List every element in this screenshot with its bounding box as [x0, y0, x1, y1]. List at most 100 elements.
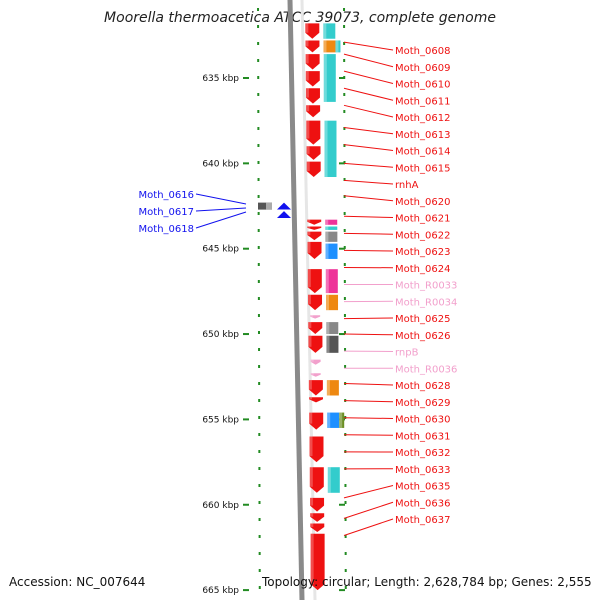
minor-tick-right: [344, 535, 347, 538]
minor-tick-right: [344, 552, 347, 555]
minor-tick-right: [343, 212, 346, 215]
gene-label: Moth_0613: [395, 130, 450, 141]
cds-gene: [308, 294, 323, 311]
domain-cyan: [327, 467, 340, 493]
gene-label: Moth_0621: [395, 214, 450, 225]
gene-label: Moth_R0034: [395, 297, 457, 308]
minor-tick-right: [343, 229, 346, 232]
minor-tick-right: [343, 246, 346, 249]
label-leader: [343, 127, 394, 135]
cds-gene: [308, 380, 323, 396]
gene-highlight: [310, 513, 314, 517]
gene-highlight: [306, 105, 310, 112]
gene-label: rnhA: [395, 180, 419, 191]
minor-tick-right: [343, 263, 346, 266]
cds-gene: [309, 467, 324, 493]
domain-darkgray: [326, 335, 339, 353]
major-tick: [243, 589, 249, 592]
cds-gene: [305, 71, 320, 87]
minor-tick-left: [257, 331, 260, 334]
minor-tick-left: [257, 314, 260, 317]
label-leader: [343, 383, 394, 386]
minor-tick-left: [258, 467, 261, 470]
label-leader: [343, 333, 394, 336]
domain-shade: [326, 335, 330, 353]
major-tick-right: [339, 333, 345, 336]
minor-tick-right: [343, 93, 346, 96]
gene-label: Moth_0612: [395, 113, 450, 124]
minor-tick-right: [343, 25, 346, 28]
domain-shade: [325, 243, 329, 259]
domain-magenta: [325, 219, 338, 225]
domain-gray: [325, 231, 338, 242]
cds-gene: [308, 335, 323, 353]
minor-tick-left: [257, 229, 260, 232]
gene-label: Moth_0624: [395, 264, 450, 275]
gene-highlight: [307, 269, 311, 288]
major-tick-right: [339, 162, 345, 165]
scale-label: 640 kbp: [202, 159, 239, 169]
domain-cyan: [323, 23, 336, 39]
minor-tick-left: [258, 382, 261, 385]
reverse-domain-box: [258, 202, 272, 210]
cds-gene: [307, 219, 322, 225]
gene-highlight: [310, 533, 314, 585]
gene-label: Moth_0614: [395, 147, 450, 158]
label-leader: [343, 249, 394, 252]
minor-tick-left: [257, 212, 260, 215]
minor-tick-left: [257, 246, 260, 249]
gene-highlight: [307, 219, 311, 222]
domain-cyan: [335, 40, 341, 53]
gene-label: Moth_0620: [395, 197, 450, 208]
gene-label: Moth_0635: [395, 482, 450, 493]
gene-highlight: [307, 241, 311, 253]
minor-tick-right: [343, 314, 346, 317]
label-leader: [343, 195, 394, 202]
gene-highlight: [306, 161, 310, 172]
domain-olive: [339, 412, 345, 428]
gene-highlight: [305, 71, 309, 81]
left-label-leader: [195, 211, 247, 229]
minor-tick-right: [343, 297, 346, 300]
domain-orange: [326, 380, 339, 396]
gene-label: Moth_0636: [395, 498, 450, 509]
domain-shade: [326, 380, 330, 396]
minor-tick-left: [257, 161, 260, 164]
gene-highlight: [310, 315, 314, 317]
scale-label: 650 kbp: [202, 330, 239, 340]
domain-gray: [326, 322, 339, 335]
label-leader: [343, 417, 394, 419]
domain-shade: [323, 23, 327, 39]
cds-gene: [305, 23, 320, 39]
gene-label: Moth_0632: [395, 448, 450, 459]
domain-cyan: [325, 226, 338, 230]
gene-highlight: [307, 226, 311, 228]
cds-gene: [309, 412, 324, 430]
reverse-domain-box-light: [266, 202, 272, 210]
gene-label: Moth_0609: [395, 63, 450, 74]
domain-shade: [327, 412, 331, 428]
left-label-leader: [195, 207, 247, 212]
gene-label: Moth_0633: [395, 465, 450, 476]
minor-tick-left: [258, 484, 261, 487]
cds-gene: [305, 88, 320, 104]
gene-label-left: Moth_0617: [139, 207, 194, 218]
minor-tick-left: [258, 365, 261, 368]
minor-tick-right: [343, 178, 346, 181]
domain-track: [323, 23, 345, 493]
domain-blue: [325, 243, 338, 259]
gene-label: Moth_0626: [395, 331, 450, 342]
minor-tick-left: [257, 25, 260, 28]
gene-label: Moth_0625: [395, 314, 450, 325]
label-leader: [343, 53, 394, 68]
topology-text: Topology: circular; Length: 2,628,784 bp…: [262, 575, 592, 589]
cds-gene: [306, 120, 321, 145]
domain-cyan: [323, 54, 336, 102]
gene-label: Moth_0611: [395, 96, 450, 107]
minor-tick-left: [257, 297, 260, 300]
gene-highlight: [305, 23, 309, 33]
gene-track: [258, 23, 325, 591]
gene-label: Moth_0608: [395, 46, 450, 57]
domain-shade: [325, 226, 329, 230]
gene-highlight: [308, 380, 312, 390]
